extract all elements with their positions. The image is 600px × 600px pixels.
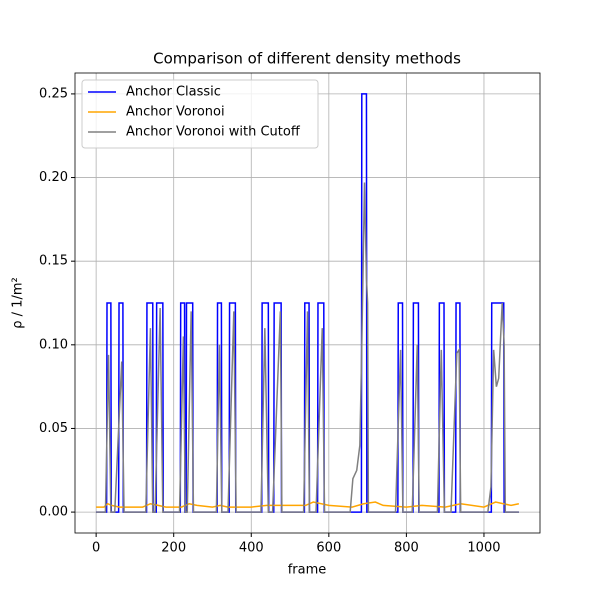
x-tick-label: 1000 [467,541,500,556]
x-axis-label: frame [288,563,327,578]
y-tick-label: 0.10 [39,337,68,352]
legend-box [81,79,319,149]
legend-label: Anchor Classic [126,85,221,100]
x-tick-label: 400 [239,541,264,556]
legend-label: Anchor Voronoi with Cutoff [126,125,301,140]
legend-label: Anchor Voronoi [126,105,225,120]
x-tick-label: 600 [316,541,341,556]
plot-frame [74,72,541,534]
line-series [96,93,519,513]
y-axis-label: ρ / 1/m² [11,277,26,328]
y-tick-label: 0.00 [39,505,68,520]
x-tick-label: 200 [161,541,186,556]
y-tick-label: 0.05 [39,421,68,436]
line-series [96,501,520,508]
x-tick-label: 0 [92,541,100,556]
chart-title: Comparison of different density methods [153,50,461,68]
y-tick-label: 0.25 [39,86,68,101]
y-tick-label: 0.20 [39,170,68,185]
y-tick-label: 0.15 [39,254,68,269]
line-series [96,182,519,513]
x-tick-label: 800 [394,541,419,556]
